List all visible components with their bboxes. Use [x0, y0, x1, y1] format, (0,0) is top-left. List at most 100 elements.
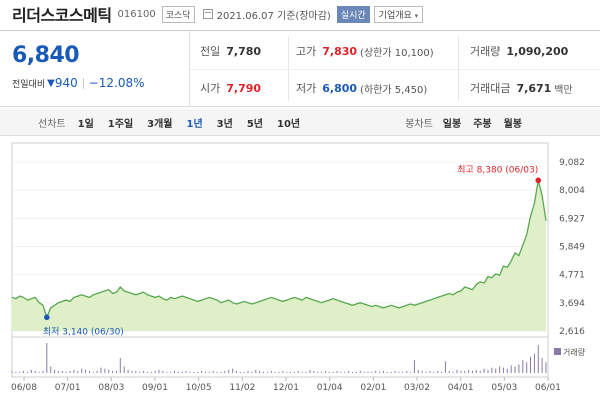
volume-bar: [437, 370, 439, 373]
volume-bar: [54, 369, 56, 373]
volume-bar: [81, 368, 83, 373]
period-3m[interactable]: 3개월: [147, 118, 173, 130]
volume-bar: [340, 371, 342, 373]
volume-bar: [495, 368, 497, 373]
volume-bar: [232, 368, 234, 373]
low-label: 저가: [296, 82, 317, 95]
volume-bar: [545, 362, 547, 373]
volume-bar: [344, 371, 346, 373]
high-annotation: 최고 8,380 (06/03): [457, 164, 538, 175]
price-line: [11, 180, 547, 320]
volume-bar: [50, 366, 52, 373]
low-value: 6,800: [322, 81, 358, 95]
prev-close-value: 7,780: [226, 44, 262, 58]
period-1w[interactable]: 1주일: [107, 118, 134, 130]
x-tick-label: 10/05: [186, 383, 212, 393]
volume-bar: [259, 370, 261, 373]
candle-monthly[interactable]: 월봉: [503, 118, 522, 130]
volume-bar: [348, 370, 350, 373]
y-tick-label: 5,849: [559, 243, 585, 253]
period-3y[interactable]: 3년: [216, 118, 233, 130]
volume-bar: [406, 370, 408, 373]
candle-daily[interactable]: 일봉: [442, 118, 462, 130]
period-1d[interactable]: 1일: [77, 118, 94, 130]
volume-bar: [228, 369, 230, 373]
volume-bar: [116, 370, 117, 373]
volume-bar: [355, 371, 357, 373]
period-10y[interactable]: 10년: [277, 118, 301, 130]
period-bar: 선차트 1일 1주일 3개월 1년 3년 5년 10년 봉차트 일봉 주봉 월봉: [0, 109, 600, 136]
volume-bar: [193, 371, 195, 373]
stock-name: 리더스코스메틱: [12, 6, 112, 25]
volume-bar: [510, 365, 512, 373]
volume-bar: [30, 369, 32, 373]
high-price: 고가 7,830 (상한가 10,100): [296, 41, 434, 61]
plot-frame: [11, 142, 549, 378]
low-marker: [44, 314, 50, 321]
volume-bar: [61, 370, 63, 373]
volume-bar: [336, 370, 338, 373]
volume-bar: [197, 371, 199, 373]
volume-bar: [42, 370, 44, 373]
volume-bar: [386, 371, 388, 373]
change-row: 전일대비 ▼ 940 −12.08%: [12, 76, 145, 90]
volume-bar: [452, 371, 454, 373]
volume-bar: [394, 370, 396, 373]
volume-bar: [216, 371, 218, 373]
low-price: 저가 6,800 (하한가 5,450): [296, 78, 427, 98]
volume-bar: [235, 370, 237, 373]
open-value: 7,790: [226, 81, 262, 95]
low-annotation: 최저 3,140 (06/30): [43, 326, 124, 337]
chevron-down-icon: ▾: [414, 11, 419, 20]
volume-bar: [266, 371, 268, 373]
down-arrow-icon: ▼: [47, 77, 55, 89]
volume-bar: [371, 371, 373, 373]
volume-bar: [468, 369, 470, 373]
x-tick-label: 06/08: [11, 383, 37, 393]
volume-bar: [38, 371, 40, 373]
volume-bar: [85, 369, 86, 373]
trade-value-amount: 7,671: [516, 81, 552, 95]
volume-bar: [321, 371, 323, 373]
volume-bar: [131, 370, 133, 373]
calendar-icon: [202, 9, 213, 19]
volume-bar: [460, 370, 462, 373]
line-chart-label: 선차트: [38, 118, 66, 130]
volume-bar: [464, 370, 466, 373]
volume-bar: [34, 370, 36, 373]
volume-bar: [290, 371, 292, 373]
volume-bar: [46, 343, 48, 373]
volume-bar: [69, 370, 71, 373]
volume-bar: [166, 371, 168, 373]
change-percent: −12.08%: [88, 76, 145, 90]
volume-bar: [154, 370, 156, 373]
volume-bar: [530, 356, 531, 373]
volume-bar: [251, 371, 253, 373]
volume-bar: [472, 370, 473, 373]
volume-bar: [150, 371, 152, 373]
realtime-button[interactable]: 실시간: [336, 5, 370, 23]
divider: [82, 77, 84, 89]
volume-bar: [410, 371, 412, 373]
volume-bar: [383, 370, 384, 373]
change-label: 전일대비: [12, 79, 46, 90]
volume-bar: [174, 370, 175, 373]
volume-bar: [441, 371, 442, 373]
x-tick-label: 09/01: [142, 383, 168, 393]
x-tick-label: 06/01: [535, 383, 561, 393]
volume-bar: [239, 371, 241, 373]
trade-value: 거래대금 7,671 백만: [470, 78, 573, 98]
company-overview-button[interactable]: 기업개요 ▾: [373, 5, 424, 23]
y-tick-label: 3,694: [559, 299, 585, 309]
period-1y[interactable]: 1년: [186, 118, 203, 130]
volume-value: 1,090,200: [506, 44, 569, 58]
volume-bar: [425, 371, 427, 373]
candle-weekly[interactable]: 주봉: [473, 118, 492, 130]
period-5y[interactable]: 5년: [246, 118, 264, 130]
volume-bar: [297, 370, 299, 373]
y-tick-label: 9,082: [559, 158, 585, 168]
volume-bar: [390, 371, 392, 373]
volume-bar: [162, 370, 164, 373]
x-tick-label: 05/03: [491, 383, 517, 393]
volume-bar: [247, 370, 249, 373]
